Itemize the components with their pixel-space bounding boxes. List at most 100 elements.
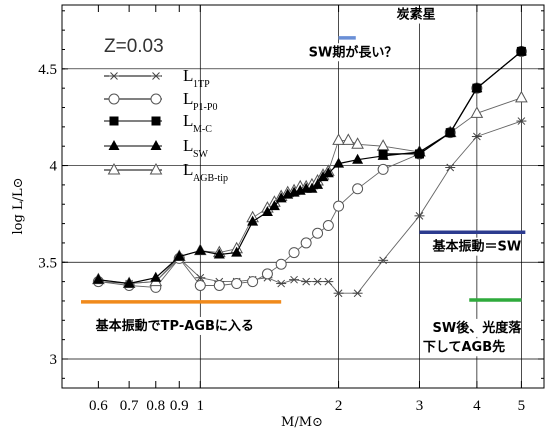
x-tick-label: 0.9 [170, 398, 189, 414]
data-point [288, 247, 300, 259]
data-point [323, 277, 334, 286]
legend-label: L [183, 89, 193, 108]
annotation-bg [393, 5, 439, 24]
star-stroke [353, 289, 362, 298]
legend-label-sub: 1TP [193, 79, 210, 90]
data-point [261, 205, 273, 216]
x-tick-label: 2 [335, 398, 343, 414]
legend-marker [109, 116, 119, 126]
x-tick-label: 0.6 [89, 398, 108, 414]
data-point [173, 250, 185, 261]
legend-label: L [183, 160, 193, 179]
data-point [376, 139, 390, 151]
grid [62, 5, 544, 388]
data-point [300, 237, 312, 249]
annotation: 基本振動でTP-AGBに入る [81, 300, 282, 335]
data-point [352, 289, 363, 298]
data-point [352, 183, 364, 195]
annotation: 下してAGB先 [422, 338, 506, 357]
star-stroke [324, 277, 333, 286]
data-point [516, 46, 526, 56]
axis-ticks: 3 3.5 4 4.5 0.6 0.7 0.8 0.9 1 2 3 4 5 [38, 5, 544, 414]
data-point [377, 163, 389, 175]
data-point [275, 258, 287, 270]
annotation-text: SW期が長い？ [309, 44, 398, 60]
annotation-bg [422, 338, 506, 357]
plot-frame [61, 4, 545, 389]
legend-label: L [183, 111, 193, 130]
legend-entry-sw: L SW [104, 136, 209, 160]
data-point [301, 277, 312, 286]
annotation-text: 基本振動でTP-AGBに入る [95, 318, 254, 334]
star-stroke [313, 277, 322, 286]
data-point [333, 200, 345, 212]
legend-label: L [183, 136, 193, 155]
data-point [306, 182, 318, 193]
data-point [322, 220, 334, 232]
data-point [352, 153, 364, 164]
series-m-c [378, 46, 526, 159]
star-stroke [517, 117, 526, 125]
y-tick-label: 3 [50, 352, 58, 368]
legend-marker [151, 72, 161, 80]
legend-marker [150, 140, 162, 150]
annotation-text: 下してAGB先 [423, 339, 505, 355]
legend-marker [109, 72, 119, 80]
legend-marker [108, 140, 120, 150]
data-point [322, 167, 334, 178]
data-point [276, 279, 287, 288]
data-point [194, 244, 206, 255]
data-point [470, 106, 484, 118]
annotation-text: SW後、光度落 [433, 320, 523, 336]
legend-label-sub: M-C [193, 124, 212, 135]
legend-entry-m-c: L M-C [104, 111, 212, 135]
annotation-bg [94, 316, 256, 335]
data-point [378, 149, 388, 159]
y-tick-label: 4 [50, 159, 58, 175]
annotation: 炭素星 [393, 5, 439, 24]
x-tick-label: 0.7 [120, 398, 139, 414]
x-axis-label: M/M⊙ [281, 415, 323, 430]
annotations: 炭素星 SW期が長い？ 基本振動＝SW 基本振動でTP-AGBに入る SW後、光度落下し… [81, 5, 526, 357]
legend-label-sub: P1-P0 [193, 102, 217, 113]
star-stroke [446, 163, 455, 172]
data-point [247, 276, 259, 288]
data-point [213, 279, 225, 291]
data-point [445, 163, 456, 172]
legend-marker [107, 162, 121, 175]
data-point [333, 157, 345, 168]
data-point [351, 137, 364, 149]
data-point [231, 246, 243, 257]
x-tick-label: 4 [473, 398, 481, 414]
annotation: SW後、光度落 [433, 298, 523, 337]
star-stroke [290, 275, 298, 284]
series-line [98, 120, 522, 294]
data-point [378, 256, 389, 265]
legend-entry-1tp: L 1TP [104, 66, 210, 90]
data-point [341, 133, 355, 145]
data-point [333, 289, 344, 298]
x-tick-label: 0.8 [146, 398, 165, 414]
x-tick-label: 5 [518, 398, 526, 414]
star-stroke [415, 211, 424, 220]
data-point [231, 278, 243, 290]
data-point [414, 211, 425, 220]
data-point [247, 215, 259, 226]
legend-label-sub: AGB-tip [193, 173, 228, 184]
annotation-bg [432, 237, 521, 256]
data-point [332, 133, 345, 145]
annotation: 基本振動＝SW [419, 230, 526, 256]
legend-entry-p1-p0: L P1-P0 [104, 89, 217, 113]
legend-marker [150, 93, 162, 105]
series-group [92, 45, 528, 298]
annotation-text: 炭素星 [397, 7, 436, 23]
star-stroke [334, 289, 343, 298]
data-point [268, 200, 280, 211]
data-point [445, 128, 455, 138]
data-point [289, 275, 300, 284]
data-point [123, 277, 135, 288]
data-point [317, 171, 329, 182]
star-stroke [152, 72, 160, 80]
